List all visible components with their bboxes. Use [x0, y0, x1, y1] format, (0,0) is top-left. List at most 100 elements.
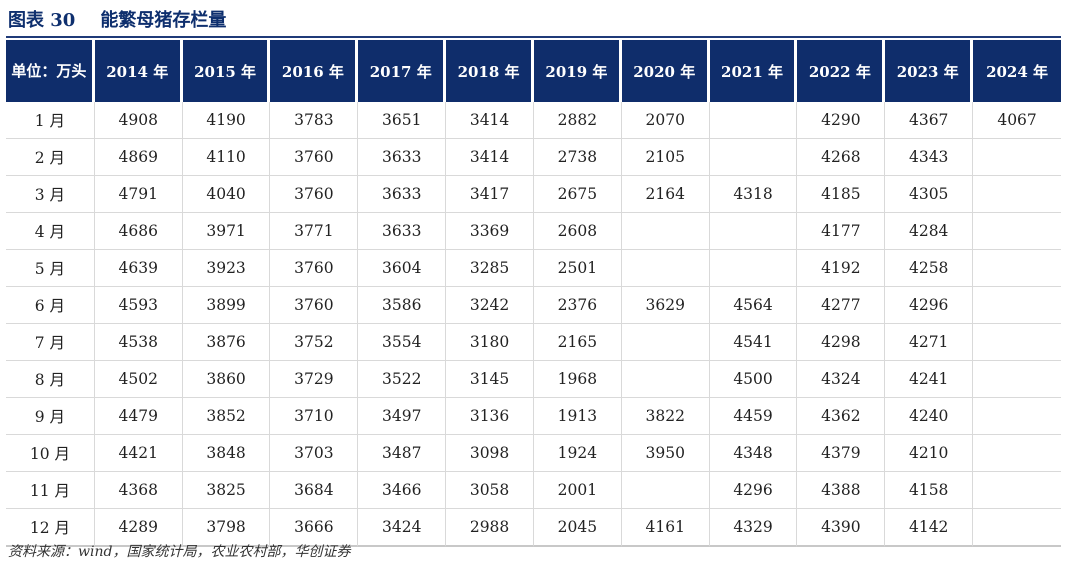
- value-cell: 3466: [358, 472, 447, 509]
- value-cell: 4277: [797, 287, 886, 324]
- value-cell: 4258: [885, 250, 974, 287]
- value-cell: 3852: [182, 398, 271, 435]
- value-cell: [973, 287, 1061, 324]
- month-cell: 7 月: [6, 324, 95, 361]
- value-cell: 4388: [797, 472, 886, 509]
- value-cell: 3145: [446, 361, 534, 398]
- month-cell: 9 月: [6, 398, 95, 435]
- value-cell: 3633: [358, 213, 447, 250]
- value-cell: 3242: [446, 287, 534, 324]
- month-cell: 8 月: [6, 361, 95, 398]
- value-cell: 3825: [182, 472, 271, 509]
- month-cell: 4 月: [6, 213, 95, 250]
- value-cell: 3899: [182, 287, 271, 324]
- sow-inventory-table: 单位：万头 2014 年 2015 年 2016 年 2017 年 2018 年 2019…: [6, 40, 1061, 547]
- value-cell: 3651: [358, 102, 447, 139]
- value-cell: 3414: [446, 139, 534, 176]
- value-cell: 4177: [797, 213, 886, 250]
- value-cell: 3633: [358, 139, 447, 176]
- month-cell: 3 月: [6, 176, 95, 213]
- source-note: 资料来源：wind，国家统计局，农业农村部，华创证券: [8, 544, 351, 560]
- value-cell: 2165: [533, 324, 622, 361]
- table-row: 12 月 4289 3798 3666 3424 2988 2045 4161 4329 4390…: [6, 509, 1061, 547]
- value-cell: 4367: [885, 102, 974, 139]
- value-cell: 4329: [709, 509, 798, 547]
- value-cell: 4379: [797, 435, 886, 472]
- value-cell: [973, 509, 1061, 547]
- value-cell: 4142: [885, 509, 974, 547]
- value-cell: 4296: [709, 472, 798, 509]
- year-header-cell: 2018 年: [446, 40, 534, 102]
- value-cell: 3822: [621, 398, 710, 435]
- value-cell: 4348: [709, 435, 798, 472]
- table-row: 6 月 4593 3899 3760 3586 3242 2376 3629 4564 4277 4…: [6, 287, 1061, 324]
- value-cell: 3285: [446, 250, 534, 287]
- table-row: 8 月 4502 3860 3729 3522 3145 1968 4500 4324 4241: [6, 361, 1061, 398]
- value-cell: 3604: [358, 250, 447, 287]
- value-cell: 4564: [709, 287, 798, 324]
- value-cell: [709, 213, 798, 250]
- value-cell: 2675: [533, 176, 622, 213]
- value-cell: 4284: [885, 213, 974, 250]
- value-cell: [973, 213, 1061, 250]
- value-cell: 4593: [94, 287, 183, 324]
- value-cell: 3860: [182, 361, 271, 398]
- value-cell: [709, 250, 798, 287]
- year-header-cell: 2019 年: [533, 40, 622, 102]
- value-cell: 4210: [885, 435, 974, 472]
- value-cell: 3666: [270, 509, 359, 547]
- value-cell: 4368: [94, 472, 183, 509]
- value-cell: [621, 361, 710, 398]
- table-header-row: 单位：万头 2014 年 2015 年 2016 年 2017 年 2018 年 2019…: [6, 40, 1061, 102]
- value-cell: 4908: [94, 102, 183, 139]
- value-cell: [973, 361, 1061, 398]
- value-cell: 4305: [885, 176, 974, 213]
- value-cell: 4040: [182, 176, 271, 213]
- value-cell: 3876: [182, 324, 271, 361]
- table-row: 11 月 4368 3825 3684 3466 3058 2001 4296 4388 4158: [6, 472, 1061, 509]
- value-cell: 4318: [709, 176, 798, 213]
- value-cell: 3586: [358, 287, 447, 324]
- value-cell: 3487: [358, 435, 447, 472]
- value-cell: [973, 324, 1061, 361]
- value-cell: 3760: [270, 176, 359, 213]
- value-cell: 2105: [621, 139, 710, 176]
- value-cell: 4421: [94, 435, 183, 472]
- year-header-cell: 2020 年: [621, 40, 710, 102]
- year-header-cell: 2022 年: [797, 40, 886, 102]
- value-cell: 2001: [533, 472, 622, 509]
- value-cell: 3923: [182, 250, 271, 287]
- value-cell: 3424: [358, 509, 447, 547]
- table-row: 4 月 4686 3971 3771 3633 3369 2608 4177 4284: [6, 213, 1061, 250]
- unit-header-cell: 单位：万头: [6, 40, 95, 102]
- year-header-cell: 2016 年: [270, 40, 359, 102]
- value-cell: [621, 250, 710, 287]
- value-cell: 3703: [270, 435, 359, 472]
- year-header-cell: 2014 年: [94, 40, 183, 102]
- value-cell: 4296: [885, 287, 974, 324]
- value-cell: 4479: [94, 398, 183, 435]
- month-cell: 1 月: [6, 102, 95, 139]
- value-cell: 2501: [533, 250, 622, 287]
- value-cell: [621, 324, 710, 361]
- value-cell: 1924: [533, 435, 622, 472]
- title-divider: [6, 36, 1061, 38]
- value-cell: 3098: [446, 435, 534, 472]
- value-cell: 3497: [358, 398, 447, 435]
- value-cell: 3369: [446, 213, 534, 250]
- value-cell: 2738: [533, 139, 622, 176]
- year-header-cell: 2021 年: [709, 40, 798, 102]
- value-cell: 4110: [182, 139, 271, 176]
- table-body: 1 月 4908 4190 3783 3651 3414 2882 2070 4290 4367 4…: [6, 102, 1061, 547]
- value-cell: 4686: [94, 213, 183, 250]
- value-cell: 4324: [797, 361, 886, 398]
- value-cell: [709, 102, 798, 139]
- value-cell: 4161: [621, 509, 710, 547]
- month-cell: 11 月: [6, 472, 95, 509]
- value-cell: 4538: [94, 324, 183, 361]
- table-row: 10 月 4421 3848 3703 3487 3098 1924 3950 4348 4379…: [6, 435, 1061, 472]
- year-header-cell: 2017 年: [358, 40, 447, 102]
- value-cell: 3180: [446, 324, 534, 361]
- figure-title: 图表 30 能繁母猪存栏量: [8, 10, 227, 31]
- value-cell: 4067: [973, 102, 1061, 139]
